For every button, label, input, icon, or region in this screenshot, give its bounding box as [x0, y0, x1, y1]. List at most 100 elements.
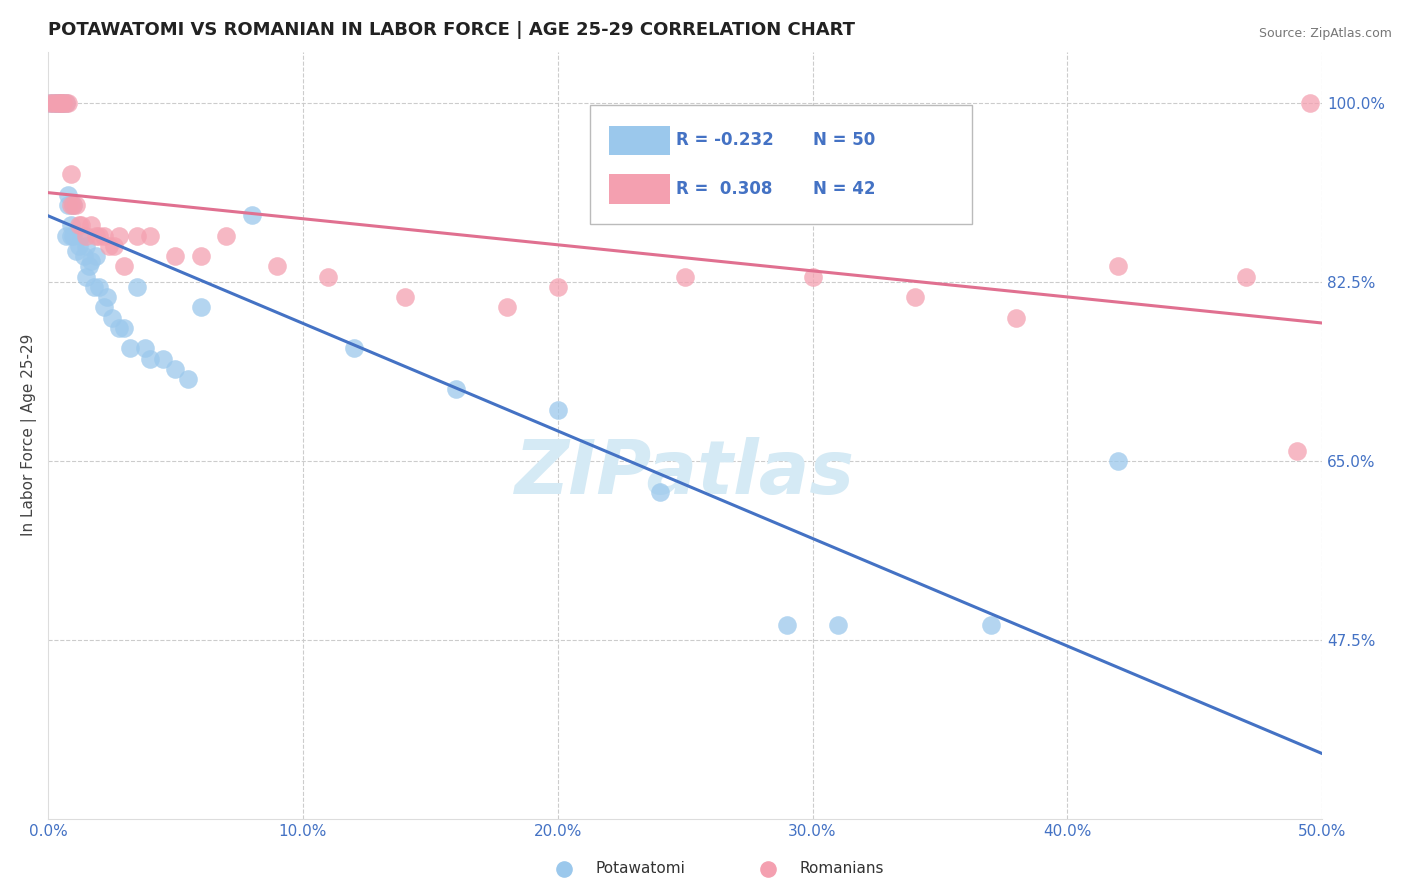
Point	[75, 239, 97, 253]
Point	[980, 617, 1002, 632]
Point	[62, 198, 84, 212]
Point	[96, 290, 118, 304]
Point	[547, 402, 569, 417]
Point	[86, 228, 108, 243]
Point	[394, 290, 416, 304]
Point	[42, 95, 65, 110]
Text: Potawatomi: Potawatomi	[596, 862, 686, 877]
Point	[59, 228, 82, 243]
Point	[46, 95, 69, 110]
Point	[100, 310, 122, 325]
Point	[165, 249, 187, 263]
Point	[65, 244, 87, 258]
Point	[108, 228, 131, 243]
Point	[59, 219, 82, 233]
Point	[93, 301, 115, 315]
Text: R = -0.232: R = -0.232	[676, 131, 773, 149]
Point	[62, 198, 84, 212]
Point	[139, 351, 162, 366]
Point	[776, 617, 799, 632]
Y-axis label: In Labor Force | Age 25-29: In Labor Force | Age 25-29	[21, 334, 37, 536]
Point	[103, 239, 125, 253]
Point	[139, 228, 162, 243]
Point	[65, 198, 87, 212]
Point	[112, 320, 135, 334]
Point	[58, 198, 80, 212]
Text: Romanians: Romanians	[800, 862, 884, 877]
Point	[72, 249, 94, 263]
Text: Source: ZipAtlas.com: Source: ZipAtlas.com	[1258, 27, 1392, 40]
Point	[87, 280, 110, 294]
Point	[59, 198, 82, 212]
Point	[118, 341, 141, 355]
Point	[266, 260, 288, 274]
Point	[127, 280, 149, 294]
Point	[70, 228, 93, 243]
Point	[190, 301, 212, 315]
FancyBboxPatch shape	[589, 105, 972, 224]
FancyBboxPatch shape	[609, 126, 669, 155]
Point	[59, 167, 82, 181]
Point	[67, 239, 90, 253]
Point	[801, 269, 824, 284]
Point	[1298, 95, 1320, 110]
Point	[343, 341, 366, 355]
Point	[827, 617, 849, 632]
Point	[75, 228, 97, 243]
Point	[903, 290, 925, 304]
Point	[70, 219, 93, 233]
Point	[673, 269, 696, 284]
Point	[112, 260, 135, 274]
Point	[55, 228, 77, 243]
Text: N = 42: N = 42	[813, 180, 875, 198]
Point	[318, 269, 340, 284]
Text: POTAWATOMI VS ROMANIAN IN LABOR FORCE | AGE 25-29 CORRELATION CHART: POTAWATOMI VS ROMANIAN IN LABOR FORCE | …	[48, 21, 855, 39]
Point	[190, 249, 212, 263]
Point	[58, 187, 80, 202]
Point	[49, 95, 72, 110]
Point	[152, 351, 174, 366]
Point	[134, 341, 156, 355]
Point	[1285, 443, 1308, 458]
FancyBboxPatch shape	[609, 175, 669, 203]
Point	[45, 95, 67, 110]
Point	[80, 219, 103, 233]
Point	[46, 95, 69, 110]
Point	[86, 249, 108, 263]
Point	[93, 228, 115, 243]
Point	[1005, 310, 1028, 325]
Point	[55, 95, 77, 110]
Point	[215, 228, 238, 243]
Point	[45, 95, 67, 110]
Point	[62, 228, 84, 243]
Point	[58, 95, 80, 110]
Text: ZIPatlas: ZIPatlas	[515, 437, 855, 510]
Point	[49, 95, 72, 110]
Point	[240, 208, 263, 222]
Point	[67, 219, 90, 233]
Point	[52, 95, 75, 110]
Point	[39, 95, 62, 110]
Point	[39, 95, 62, 110]
Point	[127, 228, 149, 243]
Point	[83, 280, 105, 294]
Point	[49, 95, 72, 110]
Point	[87, 228, 110, 243]
Point	[45, 95, 67, 110]
Point	[80, 254, 103, 268]
Point	[444, 382, 467, 396]
Point	[177, 372, 200, 386]
Point	[547, 280, 569, 294]
Point	[49, 95, 72, 110]
Text: R =  0.308: R = 0.308	[676, 180, 772, 198]
Point	[108, 320, 131, 334]
Point	[1107, 260, 1129, 274]
Point	[495, 301, 517, 315]
Point	[55, 95, 77, 110]
Point	[46, 95, 69, 110]
Point	[52, 95, 75, 110]
Point	[42, 95, 65, 110]
Point	[1234, 269, 1257, 284]
Point	[75, 269, 97, 284]
Point	[98, 239, 121, 253]
